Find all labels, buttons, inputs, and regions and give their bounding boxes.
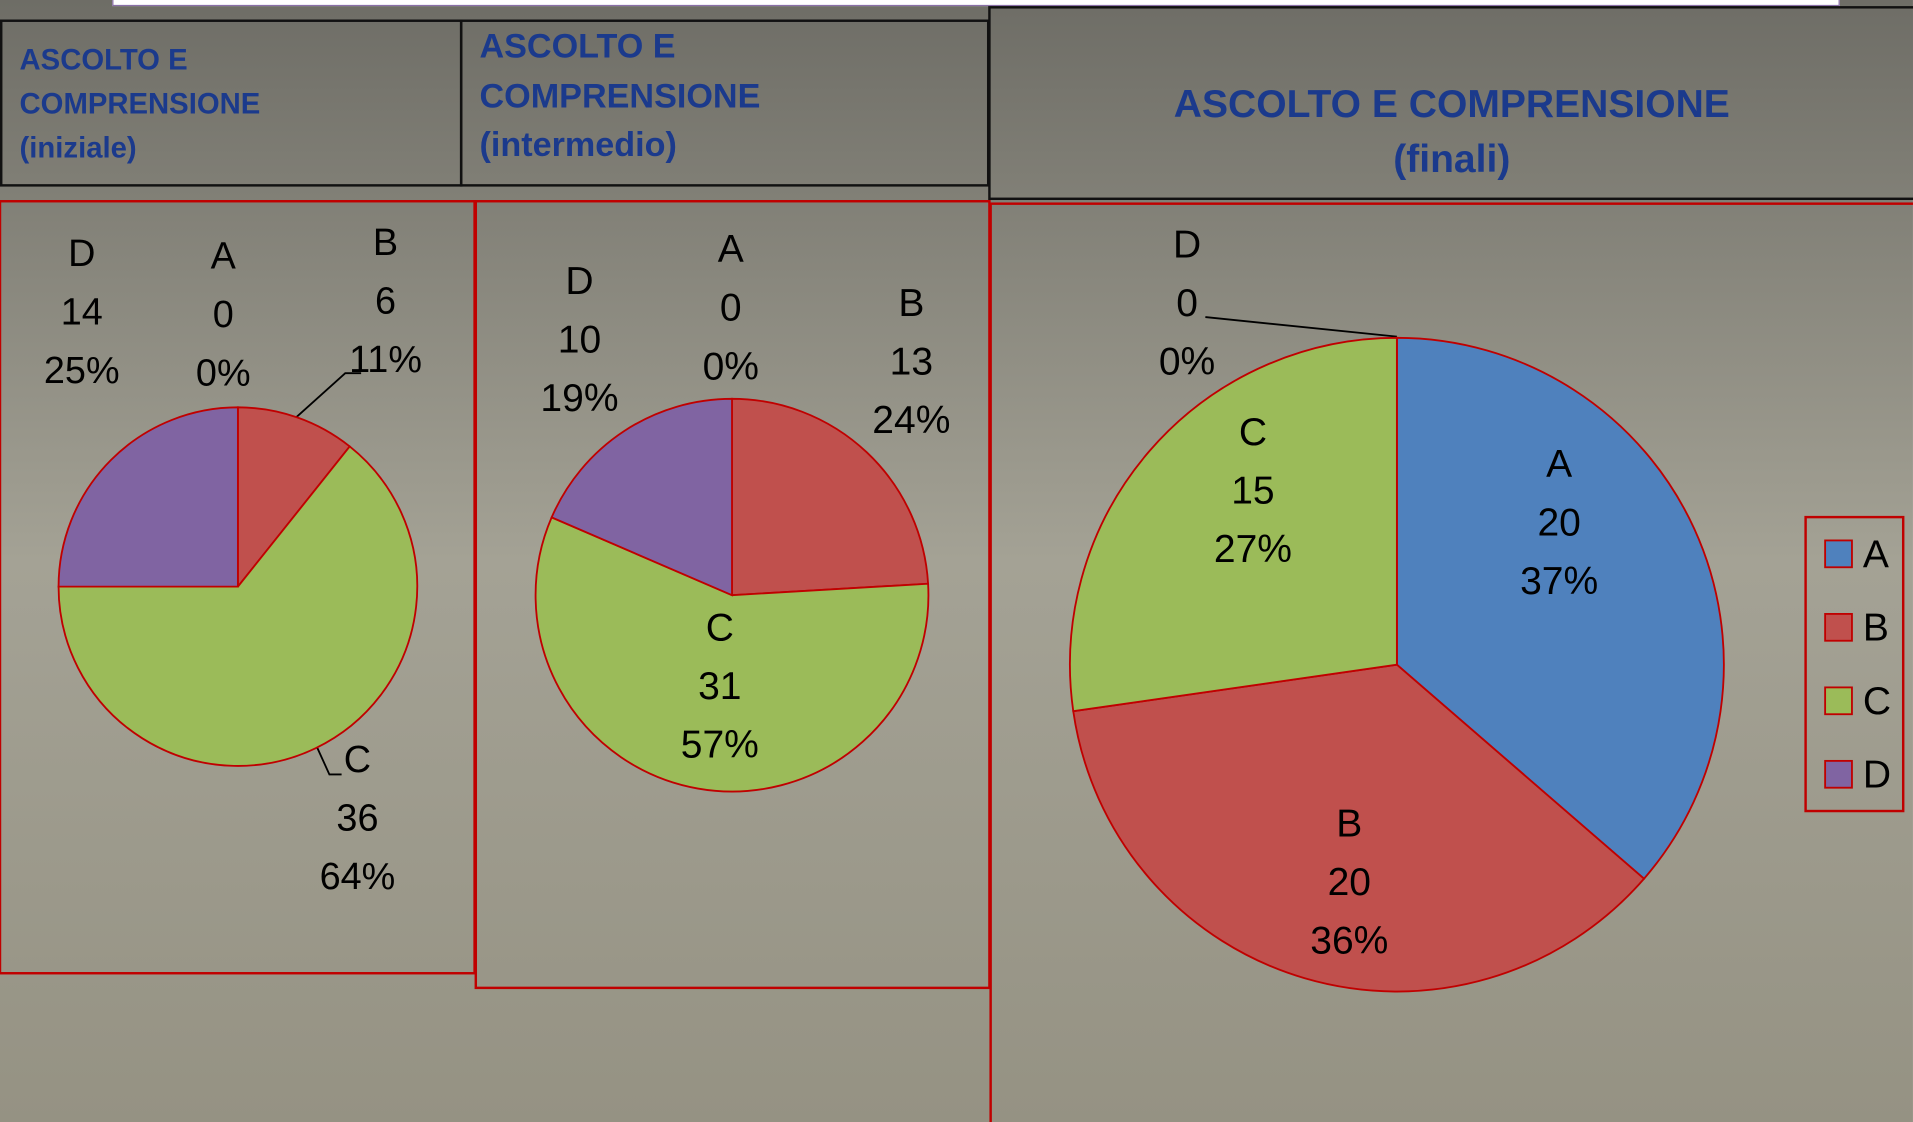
data-label: B 20 36% bbox=[1310, 803, 1388, 963]
data-label-line: 0% bbox=[703, 345, 759, 388]
leader-line bbox=[316, 747, 342, 776]
plot-frame bbox=[989, 202, 1913, 1122]
data-label: C 36 64% bbox=[320, 739, 396, 898]
chart-title: ASCOLTO E COMPRENSIONE bbox=[1173, 81, 1730, 126]
data-label-line: 20 bbox=[1537, 501, 1580, 544]
data-label-line: 11% bbox=[349, 339, 422, 381]
data-label-line: 36 bbox=[336, 798, 378, 840]
data-label-line: D bbox=[565, 260, 593, 303]
pie-slice bbox=[1395, 336, 1725, 881]
legend-swatch bbox=[1824, 686, 1853, 716]
pie-slice bbox=[1072, 663, 1646, 993]
data-label-line: 0% bbox=[196, 352, 251, 394]
data-label: D 14 25% bbox=[44, 233, 120, 392]
data-label-line: 20 bbox=[1328, 861, 1371, 904]
legend-label: B bbox=[1863, 607, 1889, 650]
data-label-line: 19% bbox=[540, 377, 618, 420]
legend-box bbox=[1804, 515, 1905, 813]
data-label: A 0 0% bbox=[196, 235, 251, 394]
data-label-line: 13 bbox=[890, 340, 933, 383]
data-label-line: B bbox=[898, 282, 924, 325]
data-label-line: 0 bbox=[213, 294, 234, 336]
data-label-line: D bbox=[1173, 223, 1201, 266]
top-bar bbox=[112, 0, 1840, 7]
chart-subtitle: (finali) bbox=[1393, 136, 1511, 181]
data-label-line: 14 bbox=[61, 291, 103, 333]
data-label-line: 15 bbox=[1231, 470, 1274, 513]
data-label-line: A bbox=[1546, 443, 1572, 486]
header-box: ASCOLTO E COMPRENSIONE (finali) bbox=[988, 6, 1913, 201]
data-label-line: A bbox=[718, 228, 744, 271]
data-label-line: 27% bbox=[1214, 528, 1292, 571]
data-label-line: 10 bbox=[558, 318, 601, 361]
data-label-line: 37% bbox=[1520, 560, 1598, 603]
data-label-line: 6 bbox=[375, 280, 396, 322]
data-label-line: D bbox=[68, 233, 95, 275]
data-label-line: A bbox=[211, 235, 237, 277]
chart-subtitle: (intermedio) bbox=[479, 125, 677, 164]
data-label: C 31 57% bbox=[681, 606, 759, 766]
header-box: ASCOLTO E COMPRENSIONE (iniziale) bbox=[0, 19, 463, 187]
data-label-line: 0% bbox=[1159, 340, 1215, 383]
data-label-line: 64% bbox=[320, 856, 396, 898]
data-label: D 0 0% bbox=[1159, 223, 1215, 383]
data-label: B 6 11% bbox=[349, 222, 422, 381]
legend-swatch bbox=[1824, 539, 1853, 569]
pie-slice bbox=[550, 397, 733, 597]
data-label-line: 36% bbox=[1310, 920, 1388, 963]
legend-label: A bbox=[1863, 533, 1889, 576]
pie-slice bbox=[236, 406, 352, 590]
chart-title: ASCOLTO E COMPRENSIONE bbox=[19, 43, 261, 121]
data-label-line: C bbox=[344, 739, 371, 781]
chart-subtitle: (iniziale) bbox=[19, 131, 137, 165]
data-label-line: 24% bbox=[872, 399, 950, 442]
data-label: B 13 24% bbox=[872, 282, 950, 442]
data-label-line: B bbox=[373, 222, 398, 264]
data-label-line: C bbox=[1239, 411, 1267, 454]
data-label: A 0 0% bbox=[703, 228, 759, 388]
leader-line bbox=[1205, 316, 1397, 338]
header-box: ASCOLTO E COMPRENSIONE (intermedio) bbox=[459, 19, 990, 187]
pie-slice bbox=[534, 516, 930, 793]
leader-line bbox=[295, 372, 362, 418]
data-label: D 10 19% bbox=[540, 260, 618, 420]
data-label-line: 57% bbox=[681, 723, 759, 766]
legend-label: D bbox=[1863, 754, 1891, 797]
data-label-line: C bbox=[706, 606, 734, 649]
legend-swatch bbox=[1824, 613, 1853, 642]
pie-slice bbox=[57, 406, 239, 588]
data-label-line: B bbox=[1336, 803, 1362, 846]
legend-label: C bbox=[1863, 680, 1891, 723]
legend-swatch bbox=[1824, 759, 1853, 789]
data-label-line: 31 bbox=[698, 665, 741, 708]
data-label: C 15 27% bbox=[1214, 411, 1292, 571]
chart-title: ASCOLTO E COMPRENSIONE bbox=[479, 26, 761, 115]
pie-slice bbox=[57, 445, 419, 767]
data-label-line: 25% bbox=[44, 350, 120, 392]
data-label: A 20 37% bbox=[1520, 443, 1598, 603]
data-label-line: 0 bbox=[1176, 282, 1198, 325]
pie-slice bbox=[1069, 336, 1398, 713]
data-label-line: 0 bbox=[720, 287, 742, 330]
pie-slice bbox=[731, 397, 930, 597]
